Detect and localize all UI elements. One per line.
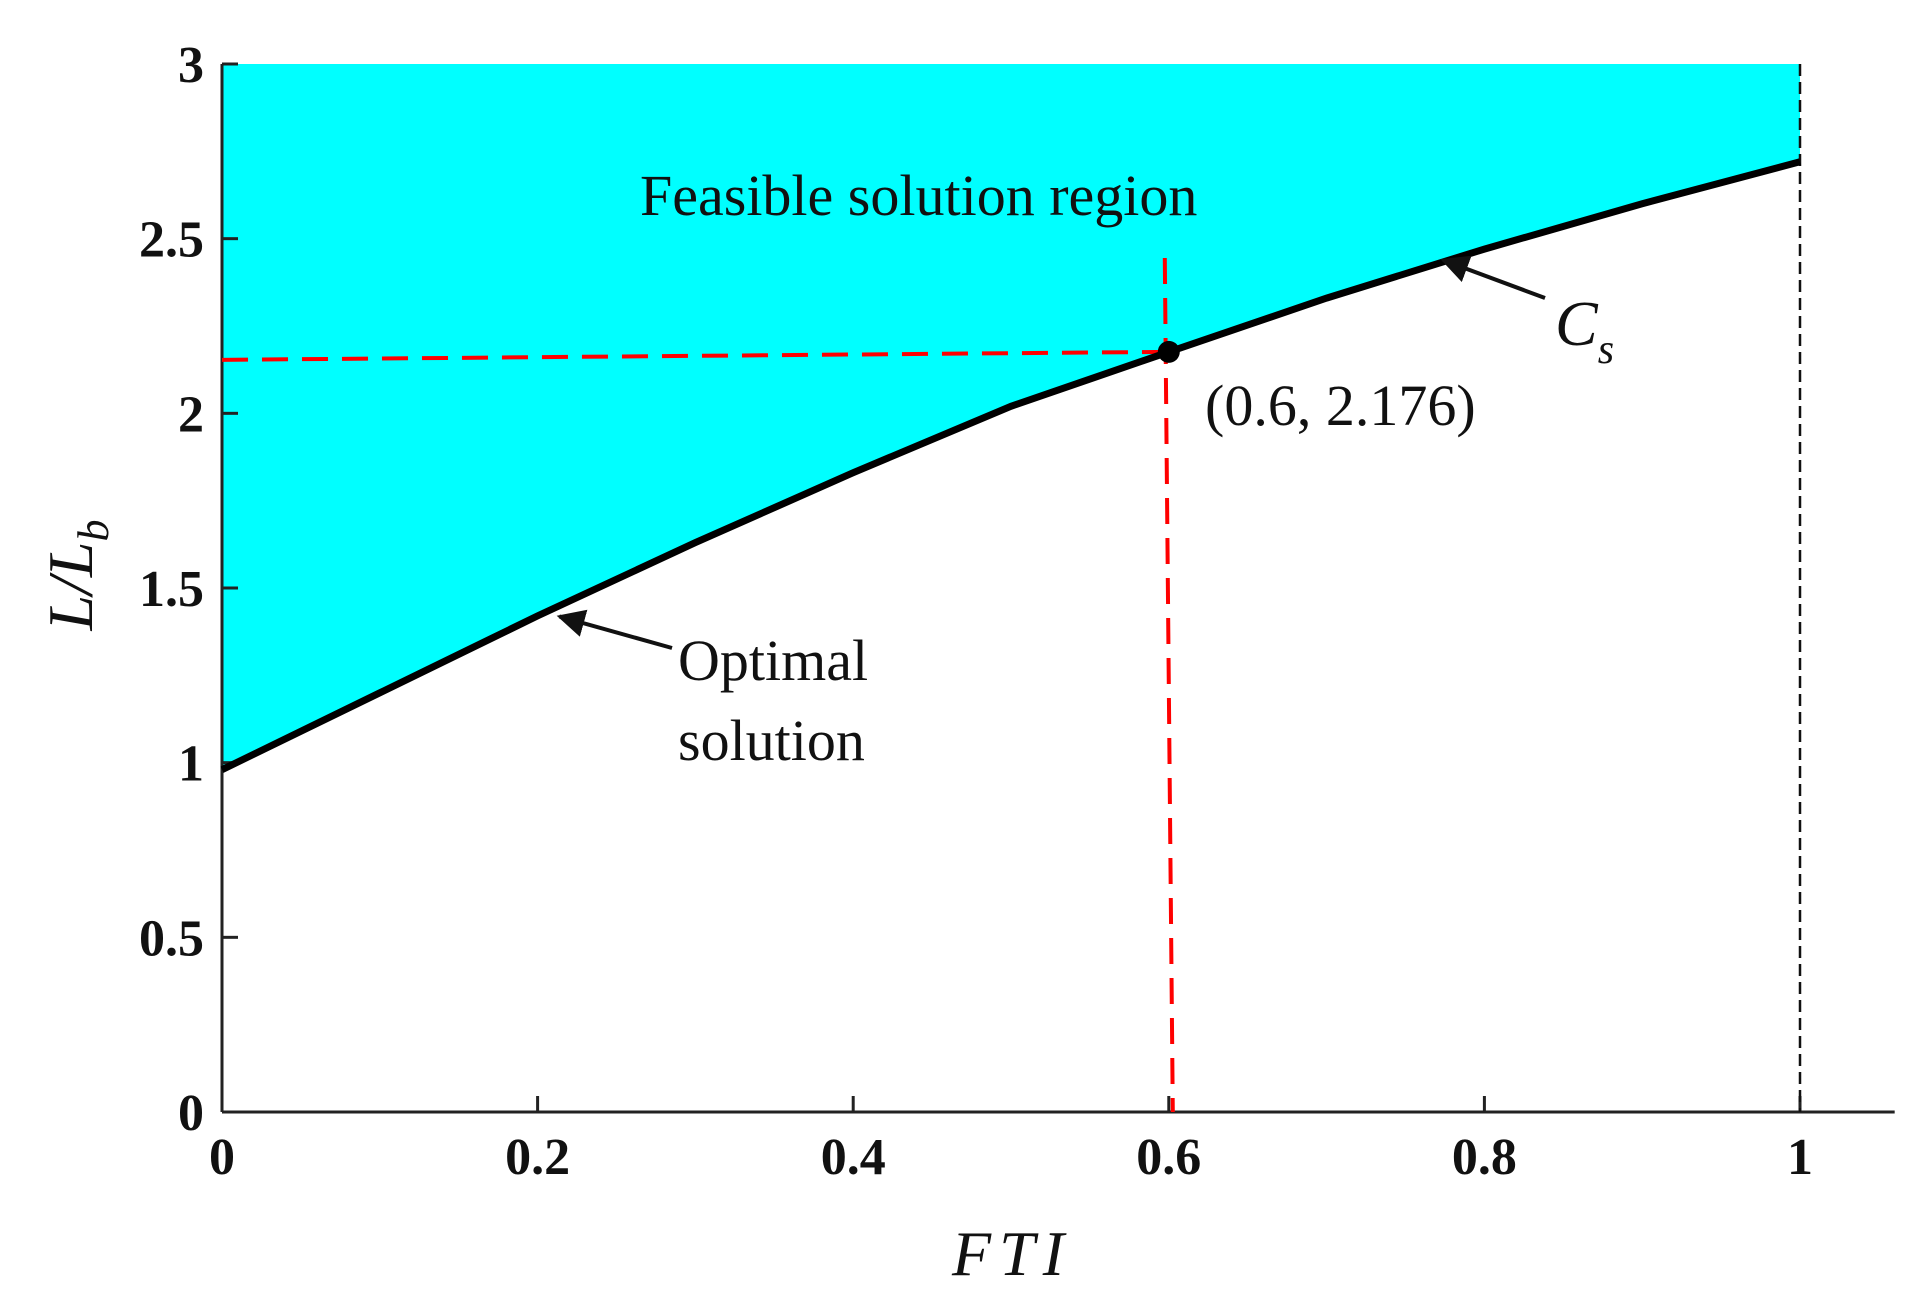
y-axis-label-sub: b: [69, 520, 118, 542]
y-tick-label: 0: [178, 1085, 204, 1142]
cs-arrow: [1440, 255, 1546, 300]
x-tick-label: 0.6: [1136, 1129, 1201, 1186]
y-tick-label: 2.5: [139, 212, 204, 269]
cs-label-main: C: [1555, 288, 1599, 359]
x-tick-label: 0: [209, 1129, 235, 1186]
y-tick-label: 1: [178, 736, 204, 793]
guide-vertical: [1162, 257, 1175, 1113]
y-tick-label: 0.5: [139, 910, 204, 967]
x-tick-label: 0.2: [505, 1129, 570, 1186]
y-tick-label: 3: [178, 37, 204, 94]
y-axis-label: L/Lb: [35, 520, 118, 632]
feasible-region: [222, 64, 1800, 770]
point-label: (0.6, 2.176): [1205, 373, 1476, 438]
x-tick-label: 1: [1787, 1129, 1813, 1186]
x-axis-label: FTI: [951, 1218, 1072, 1289]
y-axis-label-main: L/L: [35, 542, 106, 632]
cs-label: Cs: [1555, 288, 1614, 373]
y-ticks: 0 0.5 1 1.5 2 2.5 3: [139, 37, 238, 1142]
x-tick-label: 0.8: [1452, 1129, 1517, 1186]
optimal-solution-label: Optimal: [678, 628, 868, 693]
highlight-point: [1157, 340, 1180, 363]
optimal-solution-label-line2: solution: [678, 708, 865, 773]
cs-label-sub: s: [1598, 327, 1614, 373]
y-tick-label: 2: [178, 386, 204, 443]
y-tick-label: 1.5: [139, 561, 204, 618]
x-ticks: 0 0.2 0.4 0.6 0.8 1: [209, 1096, 1813, 1186]
x-tick-label: 0.4: [821, 1129, 886, 1186]
region-label: Feasible solution region: [640, 163, 1197, 228]
optimal-solution-arrow: [556, 609, 673, 650]
optimal-solution-curve: [220, 158, 1801, 773]
